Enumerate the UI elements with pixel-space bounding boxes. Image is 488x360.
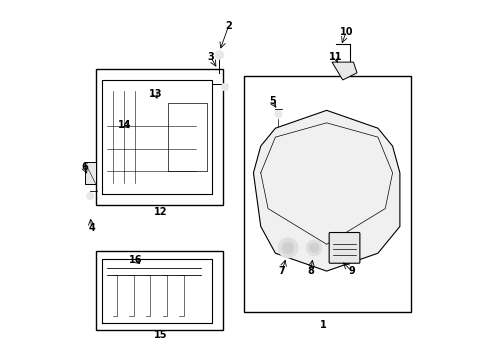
Polygon shape bbox=[331, 62, 356, 80]
Circle shape bbox=[305, 240, 322, 256]
Text: 15: 15 bbox=[154, 330, 167, 341]
Text: 16: 16 bbox=[128, 255, 142, 265]
Circle shape bbox=[282, 242, 293, 254]
FancyBboxPatch shape bbox=[328, 233, 359, 263]
Text: 2: 2 bbox=[224, 21, 231, 31]
Text: 10: 10 bbox=[339, 27, 352, 37]
Circle shape bbox=[278, 238, 298, 258]
Polygon shape bbox=[253, 111, 399, 271]
Circle shape bbox=[274, 111, 282, 117]
Circle shape bbox=[221, 84, 228, 91]
Text: 3: 3 bbox=[207, 52, 214, 62]
Text: 12: 12 bbox=[154, 207, 167, 217]
Text: 4: 4 bbox=[88, 223, 95, 233]
Text: 1: 1 bbox=[319, 320, 326, 330]
Text: 11: 11 bbox=[328, 52, 342, 62]
Text: 5: 5 bbox=[268, 96, 275, 107]
Text: 7: 7 bbox=[278, 266, 285, 276]
Bar bbox=[96, 251, 223, 330]
Text: 9: 9 bbox=[347, 266, 354, 276]
Circle shape bbox=[309, 243, 318, 253]
Text: 6: 6 bbox=[81, 162, 88, 172]
Bar bbox=[244, 76, 410, 312]
Text: 8: 8 bbox=[306, 266, 313, 276]
Text: 14: 14 bbox=[118, 120, 131, 130]
Circle shape bbox=[86, 193, 94, 200]
Polygon shape bbox=[84, 162, 95, 184]
Circle shape bbox=[215, 51, 224, 59]
Text: 13: 13 bbox=[148, 89, 162, 99]
Bar bbox=[96, 69, 223, 205]
